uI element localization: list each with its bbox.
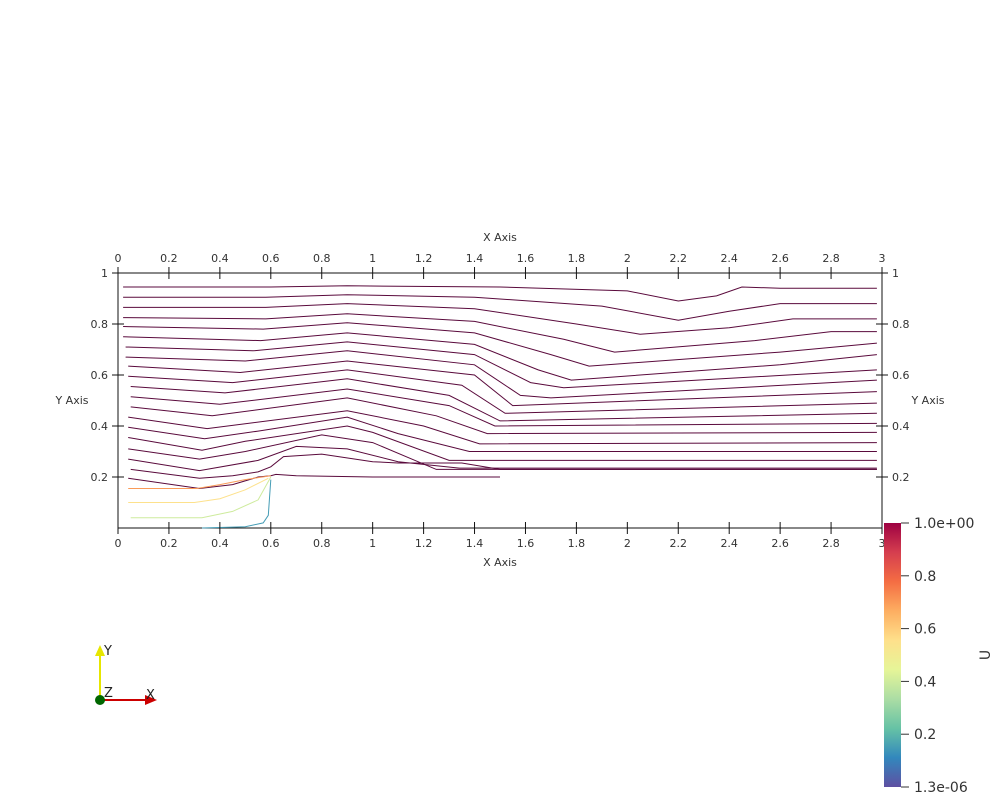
top-x-tick-label: 1.2 (415, 252, 433, 265)
left-y-tick-label: 0.6 (91, 369, 109, 382)
bottom-x-tick-label: 1.8 (568, 537, 586, 550)
top-x-tick-label: 1 (369, 252, 376, 265)
triad-z-label: Z (104, 686, 113, 701)
right-y-tick-label: 0.4 (892, 420, 910, 433)
bottom-x-tick-label: 0.4 (211, 537, 229, 550)
bottom-x-tick-label: 1 (369, 537, 376, 550)
color-legend-tick-label: 0.8 (914, 569, 936, 585)
left-y-tick-label: 0.8 (91, 318, 109, 331)
right-y-tick-label: 1 (892, 267, 899, 280)
color-legend-bar (884, 523, 901, 787)
streamline (125, 341, 877, 389)
top-x-tick-label: 0 (115, 252, 122, 265)
bottom-x-tick-label: 0.6 (262, 537, 280, 550)
streamline (123, 313, 877, 353)
color-legend-min-label: 1.3e-06 (914, 780, 968, 796)
right-y-axis-title: Y Axis (910, 394, 944, 407)
streamline (201, 479, 272, 529)
top-x-tick-label: 1.6 (517, 252, 535, 265)
top-x-tick-label: 0.4 (211, 252, 229, 265)
right-y-tick-label: 0.8 (892, 318, 910, 331)
bottom-x-tick-label: 2 (624, 537, 631, 550)
top-x-tick-label: 2.6 (771, 252, 789, 265)
streamline (123, 322, 877, 367)
streamline (128, 410, 877, 445)
orientation-axes-widget: Y X Z (95, 644, 157, 705)
streamline (128, 416, 877, 452)
top-x-tick-label: 1.8 (568, 252, 586, 265)
streamline (128, 475, 271, 489)
streamline (128, 369, 877, 414)
bottom-x-tick-label: 0 (115, 537, 122, 550)
left-y-tick-label: 0.4 (91, 420, 109, 433)
triad-x-label: X (146, 688, 155, 703)
streamline (128, 434, 877, 470)
color-legend-tick-label: 0.6 (914, 622, 936, 638)
top-x-tick-label: 1.4 (466, 252, 484, 265)
streamline (130, 453, 877, 479)
triad-y-arrowhead (95, 645, 105, 656)
streamline (123, 285, 877, 302)
top-x-tick-label: 2.8 (822, 252, 840, 265)
right-y-tick-label: 0.6 (892, 369, 910, 382)
triad-x-arrowhead (145, 695, 157, 705)
color-legend-tick-label: 0.2 (914, 727, 936, 743)
bottom-x-tick-label: 2.2 (670, 537, 688, 550)
plot-frame (117, 272, 883, 529)
streamline (123, 294, 877, 321)
streamline (130, 388, 877, 427)
streamline (125, 350, 877, 399)
streamline (130, 397, 877, 435)
streamline (128, 360, 877, 407)
color-legend-tick-label: 0.4 (914, 674, 936, 690)
bottom-x-tick-label: 1.2 (415, 537, 433, 550)
color-legend-ticks: 0.8 0.6 0.4 0.2 (901, 522, 936, 788)
top-x-tick-label: 2.2 (670, 252, 688, 265)
bottom-x-tick-label: 0.2 (160, 537, 178, 550)
streamline (123, 303, 877, 335)
left-y-axis-title: Y Axis (54, 394, 88, 407)
top-x-tick-label: 0.2 (160, 252, 178, 265)
color-legend-title: U (978, 650, 994, 660)
left-y-tick-label: 1 (101, 267, 108, 280)
color-legend: 1.0e+00 1.3e-06 0.8 0.6 0.4 0.2 U (884, 516, 994, 796)
bottom-x-axis-title: X Axis (483, 556, 517, 569)
bottom-x-tick-label: 1.6 (517, 537, 535, 550)
color-legend-max-label: 1.0e+00 (914, 516, 974, 532)
streamline (128, 425, 877, 461)
top-x-tick-label: 0.8 (313, 252, 331, 265)
streamlines (123, 285, 877, 529)
bottom-x-tick-label: 2.8 (822, 537, 840, 550)
top-x-tick-label: 3 (879, 252, 886, 265)
streamline (130, 378, 877, 422)
bottom-x-tick-label: 2.4 (720, 537, 738, 550)
top-x-tick-label: 2 (624, 252, 631, 265)
top-x-tick-label: 0.6 (262, 252, 280, 265)
streamline (128, 477, 269, 503)
bottom-x-tick-label: 0.8 (313, 537, 331, 550)
bottom-x-tick-label: 1.4 (466, 537, 484, 550)
axis-ticks: 0 0 0.2 0.2 0.4 0.4 0.6 0.6 0.8 0.8 1 1 1.2 1.2 1.4 1.4… (91, 252, 910, 550)
left-y-tick-label: 0.2 (91, 471, 109, 484)
top-x-axis-title: X Axis (483, 231, 517, 244)
bottom-x-tick-label: 2.6 (771, 537, 789, 550)
streamline (128, 445, 877, 472)
bottom-x-tick-label: 3 (879, 537, 886, 550)
triad-y-label: Y (103, 644, 112, 659)
right-y-tick-label: 0.2 (892, 471, 910, 484)
streamline (123, 332, 877, 381)
top-x-tick-label: 2.4 (720, 252, 738, 265)
streamline (130, 476, 272, 519)
triad-z-axis (95, 695, 105, 705)
